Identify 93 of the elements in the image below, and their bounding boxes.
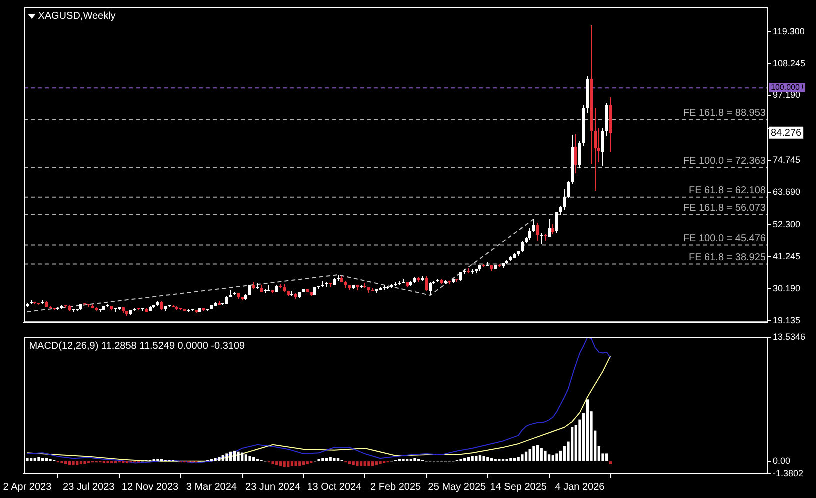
y-tick-label: 41.245 xyxy=(773,251,801,262)
x-tick-label: 23 Jul 2023 xyxy=(63,482,116,493)
x-tick-label: 2 Apr 2023 xyxy=(3,482,52,493)
bar xyxy=(375,462,378,466)
bar xyxy=(72,462,75,466)
bar xyxy=(510,458,512,462)
bar xyxy=(521,454,524,462)
bar xyxy=(471,456,474,462)
x-tick-label: 25 May 2025 xyxy=(428,482,487,493)
bar xyxy=(552,456,554,462)
bar xyxy=(248,456,252,462)
bar xyxy=(548,454,551,462)
bar xyxy=(84,462,86,464)
bar xyxy=(536,445,540,462)
y-tick-label: 13.5346 xyxy=(773,332,806,342)
bar xyxy=(276,462,278,466)
y-tick-label: 97.190 xyxy=(773,90,801,100)
ref-line-label: FE 100.0 = 45.476 xyxy=(683,234,766,245)
bar xyxy=(230,452,232,462)
bar xyxy=(368,462,370,466)
bar xyxy=(570,427,574,462)
y-tick-label: 30.190 xyxy=(773,283,801,294)
bar xyxy=(302,462,306,466)
bar xyxy=(298,462,302,466)
bar xyxy=(482,456,486,462)
bar xyxy=(333,458,336,462)
ref-line-label: FE 161.8 = 88.953 xyxy=(683,108,766,120)
bar xyxy=(360,462,363,466)
bar xyxy=(348,462,352,464)
x-tick-label: 3 Mar 2024 xyxy=(186,482,238,493)
bar xyxy=(586,400,589,462)
ref-line-label: FE 161.8 = 56.073 xyxy=(683,202,766,214)
bar xyxy=(475,456,478,462)
bar xyxy=(68,462,72,466)
candlestick xyxy=(540,234,543,244)
bar xyxy=(414,458,416,462)
bar xyxy=(279,462,282,466)
bar xyxy=(241,452,244,462)
bar xyxy=(478,456,482,462)
y-tick-label: 119.300 xyxy=(773,26,805,36)
bar xyxy=(364,462,366,466)
y-tick-label: 19.135 xyxy=(773,315,801,326)
bar xyxy=(64,462,68,464)
ref-line-label: FE 100.0 = 72.363 xyxy=(683,156,766,168)
chart-title: MACD(12,26,9) 11.2858 11.5249 0.0000 -0.3109 xyxy=(29,341,246,352)
bar xyxy=(80,462,83,464)
bar xyxy=(528,449,532,462)
bar xyxy=(352,462,355,466)
bar xyxy=(322,458,324,462)
x-tick-label: 2 Feb 2025 xyxy=(370,482,422,493)
bar xyxy=(294,462,298,466)
bar xyxy=(532,446,536,462)
bar xyxy=(544,450,547,462)
bar xyxy=(606,454,608,462)
y-tick-label: -1.3802 xyxy=(773,468,804,478)
bar xyxy=(306,462,309,464)
y-tick-label: 0.00 xyxy=(773,456,791,466)
annotation: 84.276 xyxy=(771,128,802,140)
bar xyxy=(524,452,528,462)
bar xyxy=(76,462,79,466)
y-tick-label: 52.300 xyxy=(773,220,801,230)
bar xyxy=(283,462,286,468)
bar xyxy=(563,446,566,462)
bar xyxy=(237,452,240,462)
bar xyxy=(244,454,248,462)
bar xyxy=(371,462,374,466)
chart-title: XAGUSD,Weekly xyxy=(38,11,116,22)
x-tick-label: 23 Jun 2024 xyxy=(246,482,301,493)
bar xyxy=(287,462,290,468)
bar xyxy=(38,457,40,462)
y-tick-label: 63.690 xyxy=(773,186,801,197)
ref-line-label: 100.000 xyxy=(771,82,800,92)
bar xyxy=(222,456,224,462)
bar xyxy=(609,462,612,464)
y-tick-label: 74.745 xyxy=(773,154,801,165)
bar xyxy=(272,462,274,464)
bar xyxy=(540,448,543,462)
y-tick-label: 108.245 xyxy=(773,58,806,68)
bar xyxy=(214,458,217,462)
x-tick-label: 12 Nov 2023 xyxy=(122,482,180,493)
x-tick-label: 14 Sep 2025 xyxy=(490,482,548,493)
bar xyxy=(233,450,236,462)
bar xyxy=(226,454,228,462)
bar xyxy=(356,462,359,466)
bar xyxy=(559,450,562,462)
bar xyxy=(290,462,294,466)
ref-line-label: FE 61.8 = 62.108 xyxy=(688,186,766,197)
x-tick-label: 4 Jan 2026 xyxy=(555,482,606,493)
x-tick-label: 13 Oct 2024 xyxy=(307,482,362,493)
ref-line-label: FE 61.8 = 38.925 xyxy=(688,252,766,264)
bar xyxy=(556,454,558,462)
bar xyxy=(379,462,382,464)
line-series xyxy=(26,218,534,312)
